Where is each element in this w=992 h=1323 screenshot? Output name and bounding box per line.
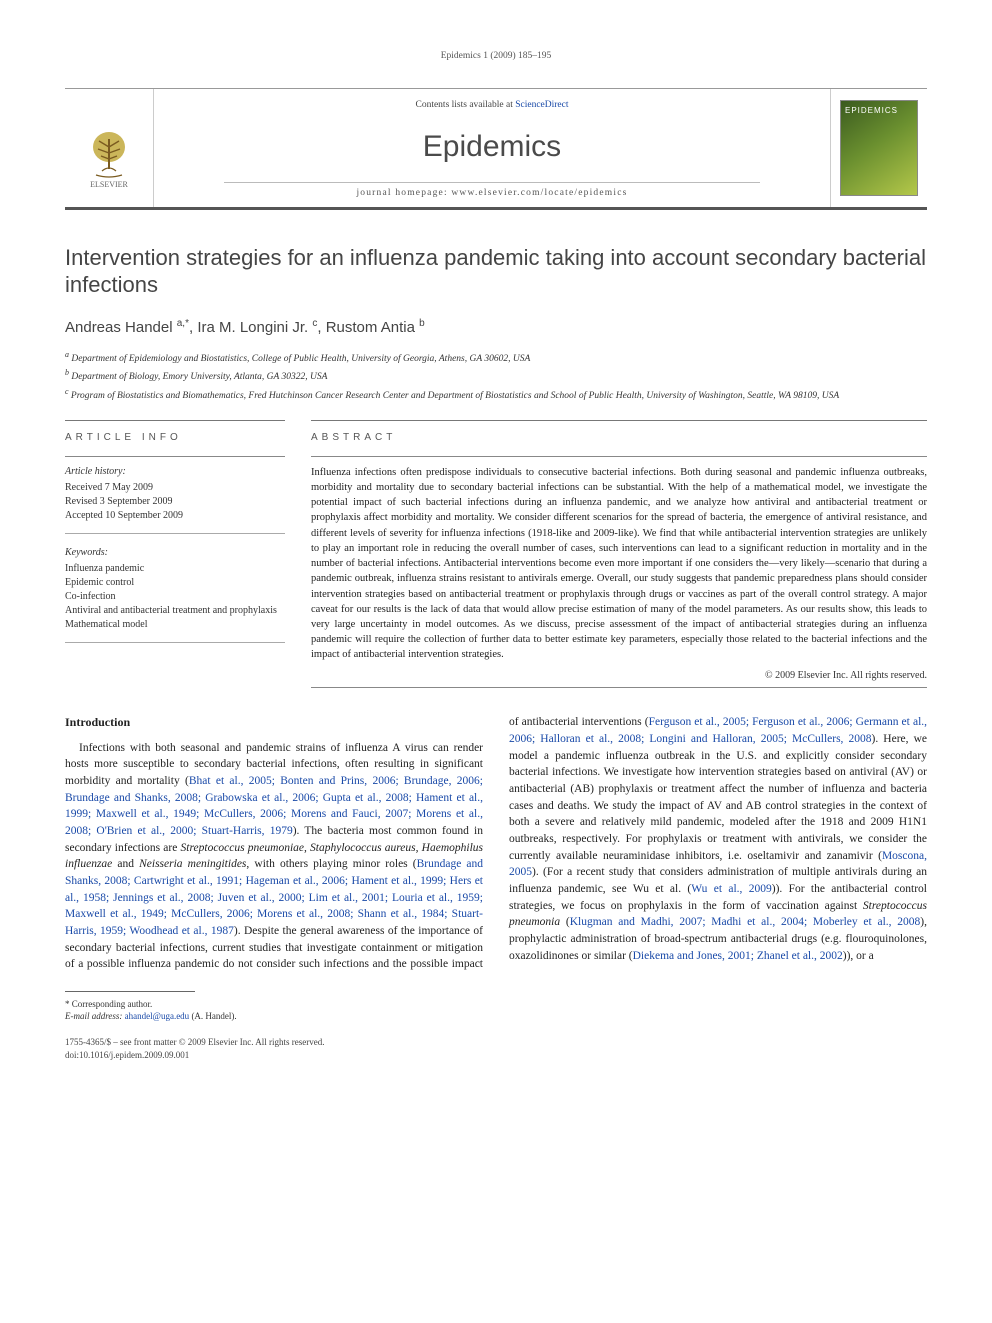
- keywords-label: Keywords:: [65, 546, 285, 560]
- running-head: Epidemics 1 (2009) 185–195: [65, 50, 927, 64]
- keyword-line: Epidemic control: [65, 576, 285, 590]
- cover-label: EPIDEMICS: [845, 105, 898, 117]
- abstract-head: ABSTRACT: [311, 431, 927, 446]
- intro-text: (: [560, 916, 570, 928]
- publisher-name: ELSEVIER: [90, 179, 128, 191]
- history-line: Revised 3 September 2009: [65, 495, 285, 509]
- intro-text: , with others playing minor roles (: [246, 858, 416, 870]
- authors-line: Andreas Handel a,*, Ira M. Longini Jr. c…: [65, 317, 927, 339]
- elsevier-logo: ELSEVIER: [79, 129, 139, 199]
- body-two-column: Introduction Infections with both season…: [65, 714, 927, 973]
- affiliation-line: b Department of Biology, Emory Universit…: [65, 367, 927, 385]
- issn-copyright-line: 1755-4365/$ – see front matter © 2009 El…: [65, 1036, 927, 1049]
- doi-line: doi:10.1016/j.epidem.2009.09.001: [65, 1049, 927, 1062]
- publisher-logo-cell: ELSEVIER: [65, 89, 153, 207]
- divider: [311, 687, 927, 688]
- affiliation-line: c Program of Biostatistics and Biomathem…: [65, 386, 927, 404]
- author-email-link[interactable]: ahandel@uga.edu: [125, 1011, 190, 1021]
- article-info-head: ARTICLE INFO: [65, 431, 285, 446]
- article-history-label: Article history:: [65, 465, 285, 479]
- intro-text: )), or a: [843, 950, 874, 962]
- sciencedirect-link[interactable]: ScienceDirect: [515, 100, 568, 110]
- front-matter-line: 1755-4365/$ – see front matter © 2009 El…: [65, 1036, 927, 1062]
- keyword-line: Mathematical model: [65, 618, 285, 632]
- homepage-url: www.elsevier.com/locate/epidemics: [451, 188, 627, 198]
- introduction-heading: Introduction: [65, 714, 483, 731]
- email-label: E-mail address:: [65, 1011, 125, 1021]
- cover-thumb-cell: EPIDEMICS: [831, 89, 927, 207]
- abstract-column: ABSTRACT Influenza infections often pred…: [311, 420, 927, 688]
- keyword-line: Antiviral and antibacterial treatment an…: [65, 604, 285, 618]
- history-line: Accepted 10 September 2009: [65, 509, 285, 523]
- intro-text: ). Here, we model a pandemic influenza o…: [509, 733, 927, 862]
- citation-group[interactable]: Klugman and Madhi, 2007; Madhi et al., 2…: [570, 916, 921, 928]
- affiliations: a Department of Epidemiology and Biostat…: [65, 349, 927, 405]
- journal-cover-thumb: EPIDEMICS: [840, 100, 918, 196]
- intro-text: and: [112, 858, 139, 870]
- intro-paragraph: Infections with both seasonal and pandem…: [65, 714, 927, 973]
- corresponding-author-note: * Corresponding author. E-mail address: …: [65, 998, 927, 1022]
- contents-available-line: Contents lists available at ScienceDirec…: [154, 99, 830, 113]
- divider: [311, 456, 927, 457]
- abstract-copyright: © 2009 Elsevier Inc. All rights reserved…: [311, 669, 927, 684]
- citation-group[interactable]: Diekema and Jones, 2001; Zhanel et al., …: [633, 950, 843, 962]
- contents-prefix: Contents lists available at: [415, 100, 515, 110]
- elsevier-tree-icon: [86, 129, 132, 179]
- article-info-column: ARTICLE INFO Article history: Received 7…: [65, 420, 285, 688]
- email-who: (A. Handel).: [189, 1011, 236, 1021]
- affiliation-line: a Department of Epidemiology and Biostat…: [65, 349, 927, 367]
- abstract-text: Influenza infections often predispose in…: [311, 465, 927, 663]
- corresponding-author-label: * Corresponding author.: [65, 998, 927, 1010]
- history-line: Received 7 May 2009: [65, 481, 285, 495]
- citation-group[interactable]: Wu et al., 2009: [691, 883, 771, 895]
- journal-homepage-line: journal homepage: www.elsevier.com/locat…: [224, 182, 760, 201]
- footnote-separator: [65, 991, 195, 992]
- journal-masthead: ELSEVIER Contents lists available at Sci…: [65, 88, 927, 210]
- article-title: Intervention strategies for an influenza…: [65, 244, 927, 299]
- divider: [65, 456, 285, 457]
- keyword-line: Influenza pandemic: [65, 562, 285, 576]
- masthead-center: Contents lists available at ScienceDirec…: [153, 89, 831, 207]
- homepage-prefix: journal homepage:: [356, 188, 451, 198]
- keyword-line: Co-infection: [65, 590, 285, 604]
- journal-name: Epidemics: [154, 125, 830, 169]
- species-name: Neisseria meningitides: [139, 858, 246, 870]
